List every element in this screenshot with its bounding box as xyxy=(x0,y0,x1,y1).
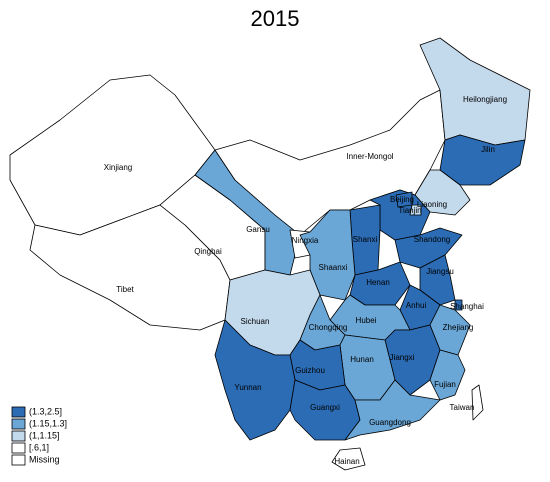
legend-swatch xyxy=(11,418,26,430)
province xyxy=(344,379,441,441)
province xyxy=(439,134,526,186)
province-label: Jiangsu xyxy=(426,267,454,276)
province-label: Shanxi xyxy=(353,235,378,244)
province-label: Guangdong xyxy=(369,418,411,427)
province-label: Henan xyxy=(366,278,390,287)
legend-swatch xyxy=(11,430,26,442)
regions xyxy=(9,37,531,471)
legend-label: (1.3,2.5] xyxy=(29,406,62,416)
province-label: Gansu xyxy=(246,225,270,234)
legend: (1.3,2.5] (1.15,1.3] (1,1.15] [.6,1] Missing xyxy=(11,406,67,466)
legend-swatch xyxy=(11,454,26,466)
province-label: Shandong xyxy=(414,235,450,244)
legend-swatch xyxy=(11,442,26,454)
province-label: Anhui xyxy=(406,301,427,310)
labels: Xinjiang Tibet Qinghai Gansu Inner-Mongol Hei… xyxy=(104,95,507,466)
province-label: Beijing xyxy=(390,195,414,204)
province xyxy=(331,447,366,471)
province-label: Zhejiang xyxy=(443,323,474,332)
province-label: Jiangxi xyxy=(390,353,415,362)
province-label: Guizhou xyxy=(295,366,325,375)
province-label: Heilongjiang xyxy=(463,95,507,104)
province-label: Sichuan xyxy=(241,317,270,326)
legend-label: [.6,1] xyxy=(29,442,49,452)
province-label: Hubei xyxy=(356,316,377,325)
province-label: Yunnan xyxy=(234,383,261,392)
province-label: Tianjin xyxy=(398,206,421,215)
province-label: Shanghai xyxy=(450,302,484,311)
province-label: Jilin xyxy=(481,145,495,154)
province xyxy=(409,204,422,216)
province-label: Tibet xyxy=(116,285,134,294)
province-label: Guangxi xyxy=(310,403,340,412)
legend-label: Missing xyxy=(29,454,60,464)
province-label: Shaanxi xyxy=(319,263,348,272)
province xyxy=(394,227,463,269)
province xyxy=(471,384,484,421)
province-label: Inner-Mongol xyxy=(346,152,393,161)
province-label: Liaoning xyxy=(417,200,447,209)
province-label: Fujian xyxy=(434,380,456,389)
province xyxy=(454,299,463,311)
province-label: Ningxia xyxy=(292,236,319,245)
province-label: Taiwan xyxy=(450,403,475,412)
legend-swatch xyxy=(11,406,26,418)
legend-label: (1,1.15] xyxy=(29,430,60,440)
map-title: 2015 xyxy=(251,6,300,31)
province xyxy=(214,319,296,441)
province-label: Hainan xyxy=(334,457,359,466)
province-label: Qinghai xyxy=(194,247,222,256)
legend-label: (1.15,1.3] xyxy=(29,418,67,428)
province-label: Hunan xyxy=(350,355,374,364)
province-label: Xinjiang xyxy=(104,163,132,172)
province-label: Chongqing xyxy=(309,323,348,332)
